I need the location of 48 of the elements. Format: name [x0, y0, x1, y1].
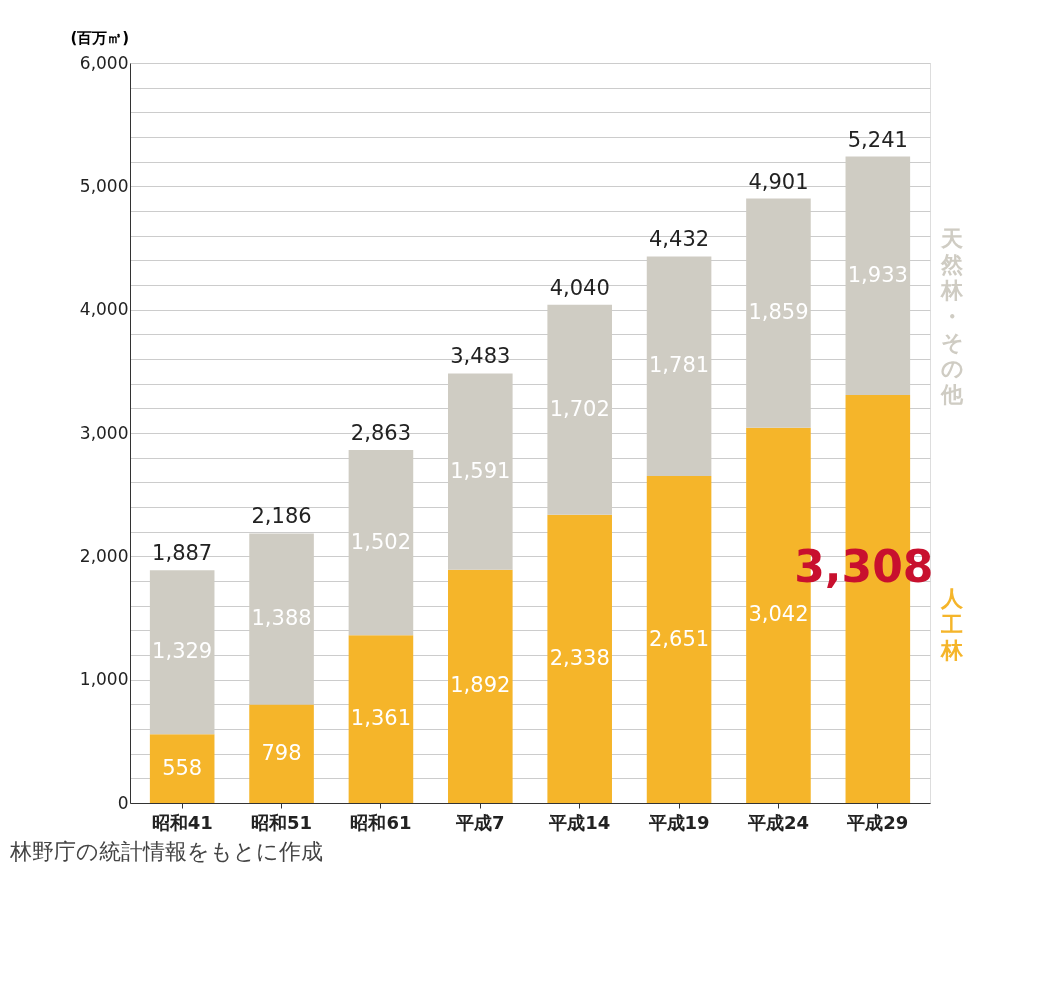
bar: [646, 476, 712, 803]
total-label: 1,887: [152, 541, 213, 566]
data-label: 1,933: [847, 262, 908, 287]
total-label: 2,863: [350, 420, 411, 445]
x-tick-label: 平成24: [746, 811, 809, 833]
y-tick-label: 3,000: [79, 422, 129, 443]
text: 林野庁の統計情報をもとに作成: [9, 839, 323, 864]
data-label: 2,651: [649, 626, 710, 651]
x-tick-label: 昭和61: [350, 811, 412, 833]
y-tick-label: 5,000: [79, 175, 129, 196]
data-label: 1,502: [350, 529, 411, 554]
data-label: 1,892: [450, 673, 511, 698]
x-tick-label: 昭和51: [251, 811, 313, 833]
total-label: 4,040: [549, 275, 610, 300]
x-tick-label: 昭和41: [151, 811, 213, 833]
total-label: 3,483: [450, 344, 511, 369]
x-tick-label: 平成29: [846, 811, 909, 833]
bar: [348, 635, 414, 803]
data-label: 798: [261, 740, 302, 765]
series-label: 天然林・その他: [940, 225, 964, 407]
data-label: 2,338: [549, 645, 610, 670]
bar: [448, 569, 513, 803]
total-label: 2,186: [251, 504, 312, 529]
bar: [249, 704, 314, 803]
x-tick-label: 平成19: [647, 811, 710, 833]
total-label: 4,432: [649, 227, 710, 252]
bar: [149, 734, 215, 803]
data-label: 1,702: [549, 396, 610, 421]
x-tick-label: 平成7: [455, 811, 505, 833]
data-label: 1,388: [251, 605, 312, 630]
y-tick-label: 4,000: [79, 299, 129, 320]
data-label: 1,591: [450, 458, 511, 483]
data-label: 1,361: [350, 706, 411, 731]
x-tick-label: 平成14: [548, 811, 611, 833]
y-axis-title: (百万㎥): [70, 28, 130, 47]
bar: [547, 514, 612, 803]
data-label: 1,859: [748, 300, 809, 325]
total-label: 5,241: [847, 127, 908, 152]
y-tick-label: 6,000: [79, 52, 129, 73]
total-label: 4,901: [748, 169, 809, 194]
data-label: 1,781: [649, 353, 710, 378]
data-label: 1,329: [152, 639, 213, 664]
series-label: 人工林: [940, 586, 964, 664]
data-label: 558: [162, 755, 203, 780]
y-tick-label: 2,000: [79, 545, 129, 566]
y-tick-label: 1,000: [79, 669, 129, 690]
y-tick-label: 0: [117, 792, 129, 813]
data-label: 3,042: [748, 602, 809, 627]
